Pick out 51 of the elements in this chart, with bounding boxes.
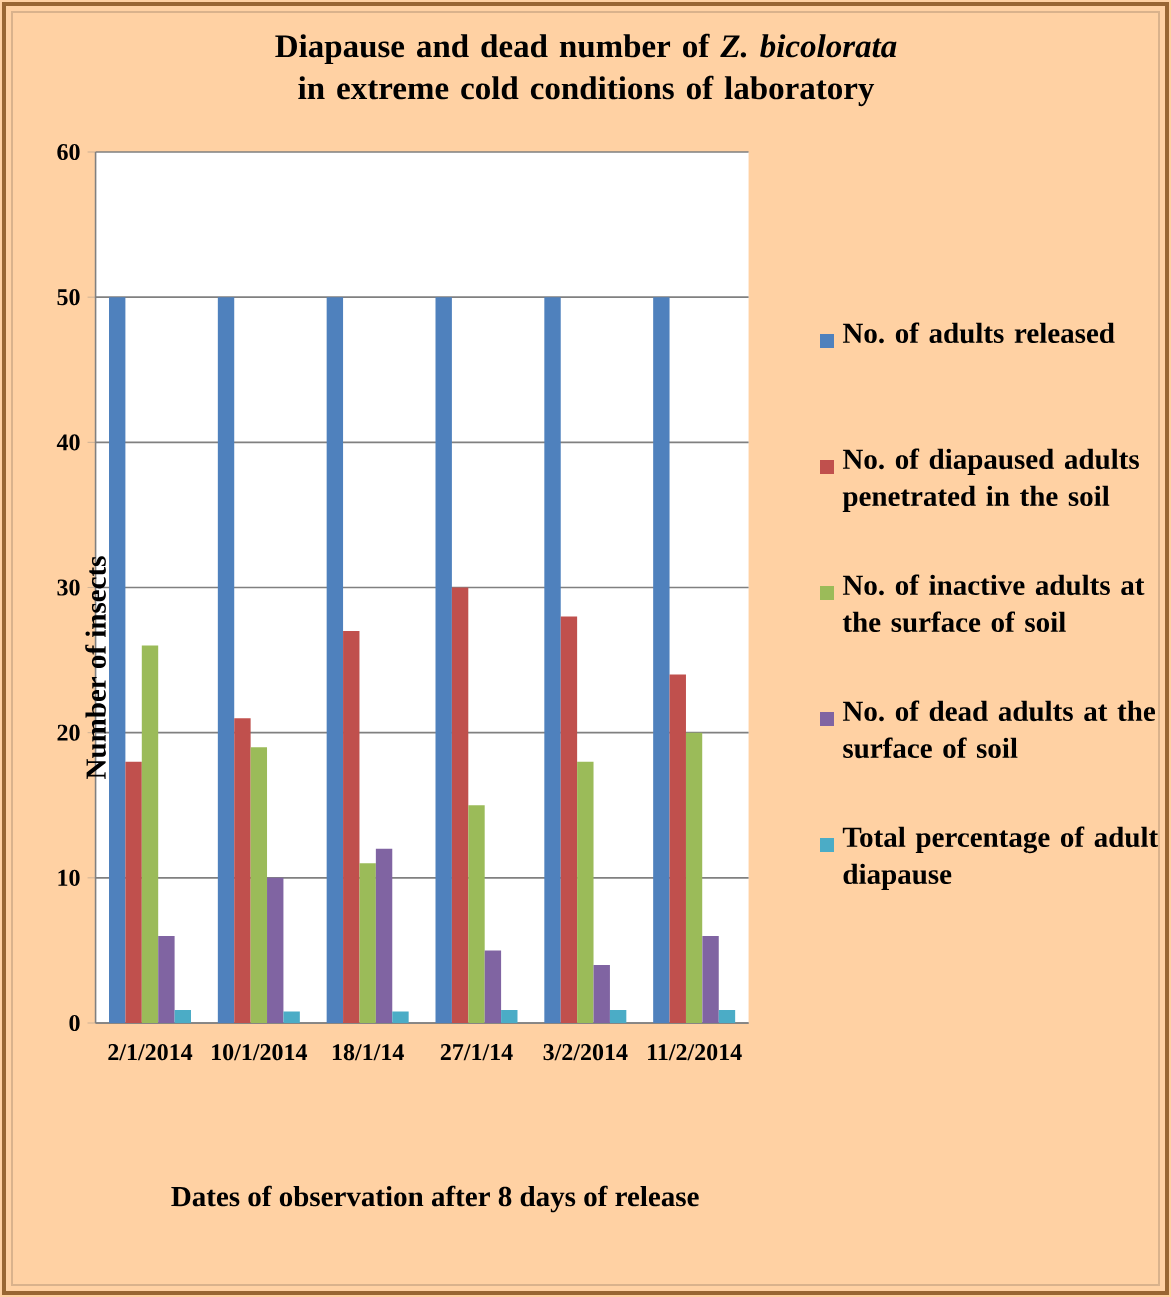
y-tick-label: 50 [57,289,80,306]
x-tick-label: 2/1/2014 [108,1044,193,1061]
bar [375,848,393,1023]
bar [685,732,703,1023]
y-tick-label: 10 [58,869,80,886]
y-axis-title: Number of insects [85,556,106,779]
bar [435,297,452,1023]
bar [174,1009,191,1023]
bar [141,645,159,1023]
bar [267,877,284,1023]
bar [468,805,485,1023]
bar [234,718,251,1023]
bar [283,1011,300,1023]
legend-label: No. of diapaused adults penetrated in the soil [842,448,1139,512]
x-axis-title: Dates of observation after 8 days of release [171,1185,699,1213]
y-tick-label: 20 [57,724,80,741]
bar [560,616,578,1023]
x-tick-label: 3/2/2014 [543,1044,628,1061]
bar [484,950,502,1023]
bar [718,1009,736,1023]
x-tick-label: 27/1/14 [440,1044,513,1061]
legend-label: No. of adults released [842,322,1115,344]
bar [544,297,561,1023]
bar [326,297,344,1023]
bar [702,935,719,1023]
bar [451,587,469,1023]
legend-label: Total percentage of adult diapause [842,826,1159,890]
bar [392,1011,409,1023]
bar [501,1009,518,1023]
x-tick-label: 10/1/2014 [212,1044,308,1061]
bar [158,935,175,1023]
chart-title: Diapause and dead number of Z. bicolorata in extreme cold conditions of laboratory [275,33,897,107]
y-tick-label: 0 [69,1014,80,1032]
y-tick-label: 30 [57,579,80,596]
bar [109,297,126,1023]
y-tick-label: 40 [56,434,80,451]
y-tick-label: 60 [57,143,80,161]
bar [609,1009,627,1023]
bar [653,297,670,1023]
bar [577,761,594,1023]
bar [217,297,235,1023]
x-tick-label: 18/1/14 [332,1044,404,1061]
legend-label: No. of dead adults at the surface of soil [842,700,1156,759]
bar [669,674,686,1023]
legend-label: No. of inactive adults at the surface of soil [842,574,1145,633]
x-tick-label: 11/2/2014 [648,1044,742,1061]
bar [125,761,142,1023]
bar [593,964,610,1023]
bar [359,863,376,1023]
bar [250,747,268,1023]
bar [343,631,360,1023]
